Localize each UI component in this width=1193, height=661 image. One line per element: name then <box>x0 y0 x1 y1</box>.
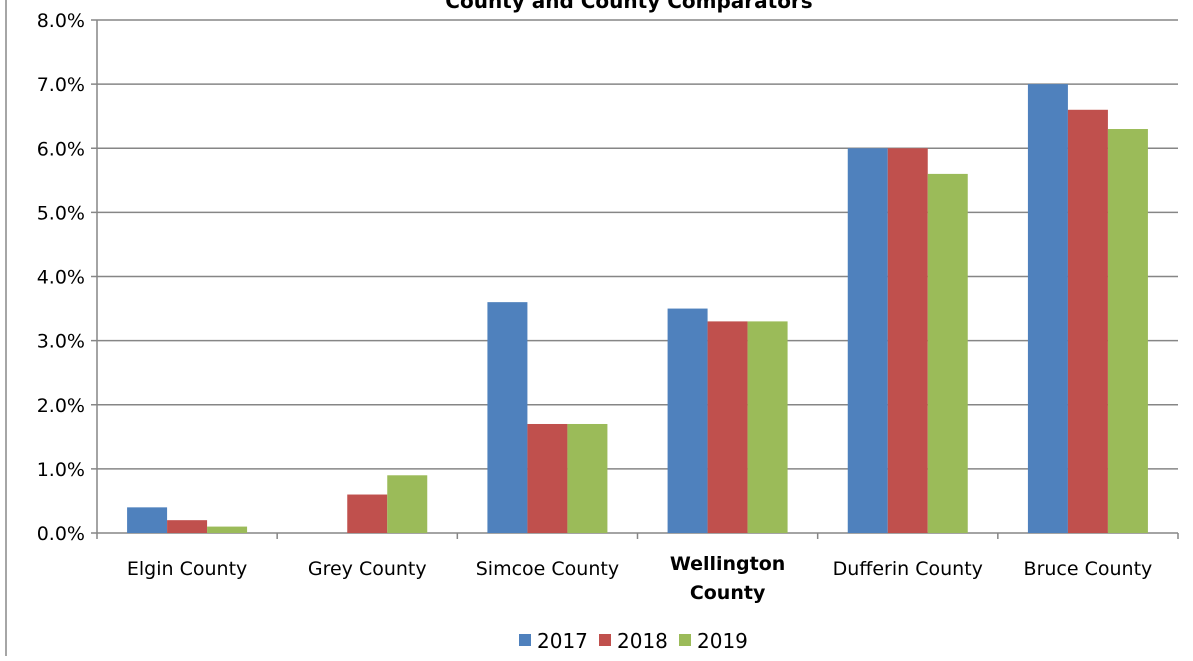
bar-2019-elgin-county <box>207 526 248 533</box>
legend-label-2019: 2019 <box>697 629 748 653</box>
x-category-label: Wellington County <box>670 553 786 604</box>
y-tick-label: 6.0% <box>37 138 85 160</box>
x-category-label: Simcoe County <box>476 558 619 580</box>
bar-2019-wellington-county <box>747 321 788 533</box>
bar-2019-dufferin-county <box>927 173 968 533</box>
bar-2019-grey-county <box>387 475 428 533</box>
y-tick-label: 7.0% <box>37 74 85 96</box>
legend-label-2017: 2017 <box>537 629 588 653</box>
y-tick-label: 2.0% <box>37 395 85 417</box>
bar-2017-bruce-county <box>1027 84 1068 533</box>
bar-2018-bruce-county <box>1067 109 1108 534</box>
legend-label-2018: 2018 <box>617 629 668 653</box>
bar-2017-dufferin-county <box>847 148 888 533</box>
bar-2018-simcoe-county <box>527 423 568 533</box>
chart-title: County and County Comparators <box>445 0 812 13</box>
bar-2018-elgin-county <box>167 520 208 533</box>
bar-2018-wellington-county <box>707 321 748 533</box>
y-tick-label: 5.0% <box>37 202 85 224</box>
bar-2018-grey-county <box>347 494 388 533</box>
category-labels: Elgin County Grey County Simcoe County Well… <box>127 553 1152 604</box>
axes: 0.0% 1.0% 2.0% 3.0% 4.0% 5.0% 6.0% 7.0% 8.0% <box>37 10 1179 545</box>
legend-swatch-2019 <box>679 634 691 646</box>
x-category-label: Elgin County <box>127 558 247 580</box>
gridlines <box>97 19 1178 470</box>
bar-2019-bruce-county <box>1107 129 1148 533</box>
bar-2019-simcoe-county <box>567 423 608 533</box>
x-category-label: Bruce County <box>1024 558 1153 580</box>
y-tick-label: 4.0% <box>37 267 85 289</box>
y-tick-label: 3.0% <box>37 331 85 353</box>
x-category-label: Grey County <box>308 558 427 580</box>
y-tick-label: 1.0% <box>37 459 85 481</box>
y-tick-label: 8.0% <box>37 10 85 32</box>
bar-2017-simcoe-county <box>487 302 528 533</box>
y-tick-label: 0.0% <box>37 523 85 545</box>
bars <box>127 84 1148 534</box>
bar-2018-dufferin-county <box>887 148 928 533</box>
legend-swatch-2017 <box>519 634 531 646</box>
legend-swatch-2018 <box>599 634 611 646</box>
bar-2017-elgin-county <box>127 507 168 533</box>
legend: 2017 2018 2019 <box>519 629 748 653</box>
x-category-label: Dufferin County <box>833 558 983 580</box>
bar-2017-wellington-county <box>667 308 708 533</box>
